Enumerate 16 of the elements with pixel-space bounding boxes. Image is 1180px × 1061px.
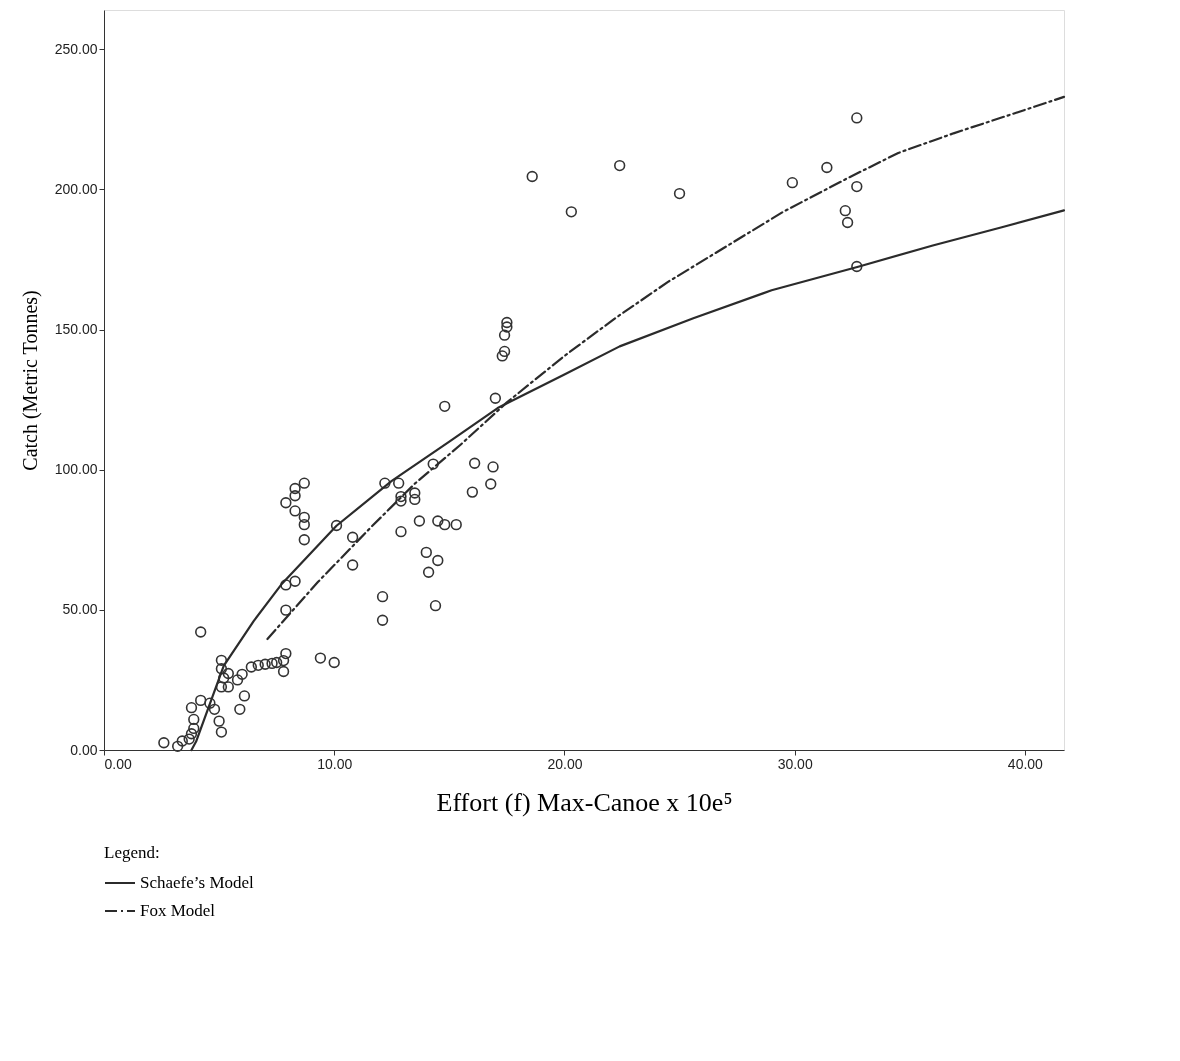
legend-label: Fox Model <box>140 901 216 920</box>
y-tick-label: 100.00 <box>54 461 98 478</box>
y-tick-label: 150.00 <box>54 321 98 338</box>
y-axis-title: Catch (Metric Tonnes) <box>18 290 42 471</box>
y-tick-label: 250.00 <box>54 40 98 57</box>
y-tick-label: 50.00 <box>62 601 98 618</box>
x-tick-label: 10.00 <box>317 755 353 772</box>
legend-label: Schaefe’s Model <box>140 873 255 892</box>
x-tick-label: 0.00 <box>104 755 132 772</box>
x-tick-label: 40.00 <box>1007 755 1044 772</box>
legend-title: Legend: <box>104 843 160 862</box>
y-tick-label: 200.00 <box>54 180 98 197</box>
x-tick-label: 20.00 <box>547 755 583 772</box>
x-tick-label: 30.00 <box>777 755 813 772</box>
x-axis-title: Effort (f) Max-Canoe x 10e⁵ <box>436 787 733 817</box>
y-tick-label: 0.00 <box>70 741 98 758</box>
